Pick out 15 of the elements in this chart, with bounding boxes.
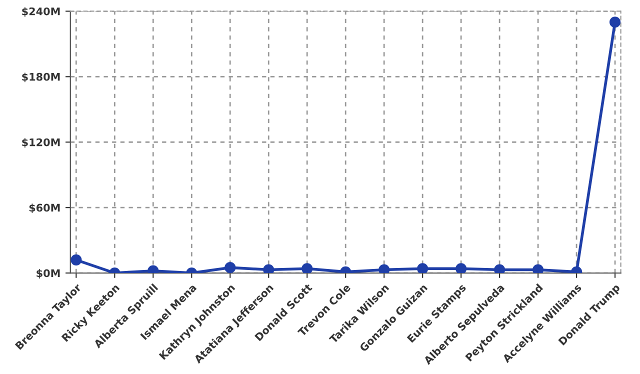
point (456, 263, 467, 274)
point (532, 264, 544, 274)
point (378, 264, 390, 274)
point (263, 264, 274, 274)
point (302, 263, 313, 274)
y-tick-label: $120M (22, 138, 60, 148)
point (70, 254, 82, 266)
point (417, 263, 428, 274)
point (609, 16, 621, 28)
point (494, 264, 506, 274)
y-tick-label: $180M (22, 72, 60, 82)
y-tick-label: $240M (22, 7, 60, 17)
y-tick-label: $60M (29, 204, 60, 214)
point (224, 262, 236, 274)
y-tick-label: $0M (36, 269, 60, 279)
